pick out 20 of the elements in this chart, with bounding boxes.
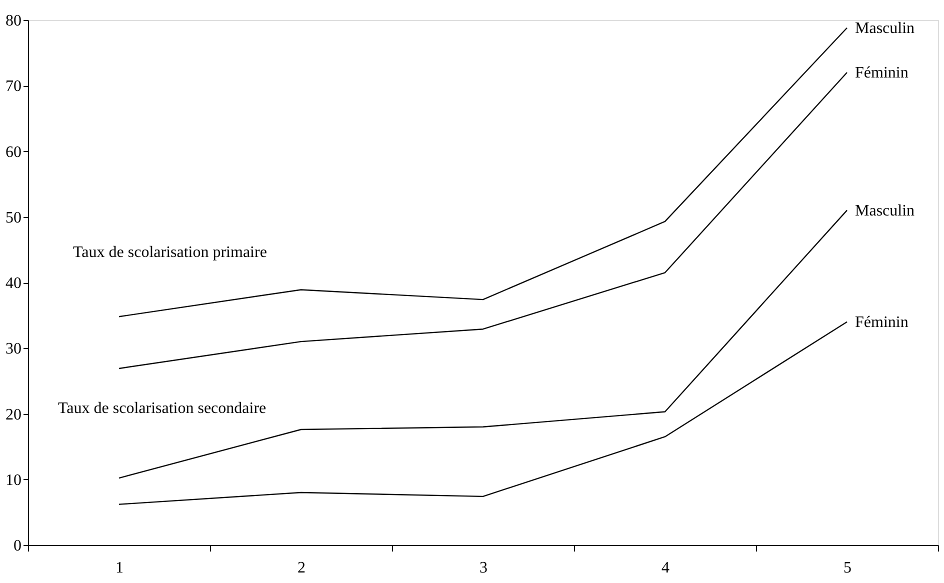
annotation: Taux de scolarisation secondaire <box>58 400 266 417</box>
x-tick-label: 2 <box>298 560 306 576</box>
series-label: Féminin <box>855 64 908 82</box>
x-tick-label: 5 <box>844 560 852 576</box>
y-tick-label: 50 <box>6 209 22 226</box>
y-tick-label: 40 <box>6 275 22 292</box>
y-tick-label: 30 <box>6 340 22 358</box>
y-tick-label: 70 <box>6 78 22 96</box>
x-tick-label: 1 <box>116 560 124 576</box>
annotation: Taux de scolarisation primaire <box>73 244 267 261</box>
y-tick-label: 60 <box>6 144 22 161</box>
y-tick-label: 10 <box>6 472 22 489</box>
y-tick-label: 0 <box>14 538 22 554</box>
y-tick-label: 20 <box>6 406 22 424</box>
series-label: Féminin <box>855 314 908 331</box>
series-label: Masculin <box>855 20 915 37</box>
x-tick-label: 4 <box>662 560 670 576</box>
x-tick-label: 3 <box>480 560 488 576</box>
y-tick-label: 80 <box>6 12 22 30</box>
series-label: Masculin <box>855 202 915 220</box>
